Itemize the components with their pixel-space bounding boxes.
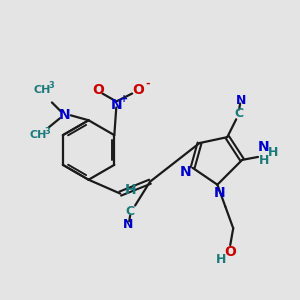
Text: C: C <box>235 107 244 120</box>
Text: N: N <box>214 186 225 200</box>
Text: N: N <box>236 94 246 107</box>
Text: N: N <box>123 218 134 231</box>
Text: 3: 3 <box>45 127 51 136</box>
Text: H: H <box>268 146 278 160</box>
Text: +: + <box>120 94 128 104</box>
Text: N: N <box>258 140 270 154</box>
Text: O: O <box>224 245 236 259</box>
Text: C: C <box>126 205 135 218</box>
Text: 3: 3 <box>49 81 55 90</box>
Text: H: H <box>124 183 136 196</box>
Text: N: N <box>59 108 70 122</box>
Text: N: N <box>110 98 122 112</box>
Text: CH: CH <box>33 85 51 94</box>
Text: CH: CH <box>29 130 47 140</box>
Text: -: - <box>146 79 150 88</box>
Text: N: N <box>180 165 191 179</box>
Text: H: H <box>216 254 226 266</box>
Text: H: H <box>259 154 269 167</box>
Text: O: O <box>132 82 144 97</box>
Text: O: O <box>92 82 104 97</box>
